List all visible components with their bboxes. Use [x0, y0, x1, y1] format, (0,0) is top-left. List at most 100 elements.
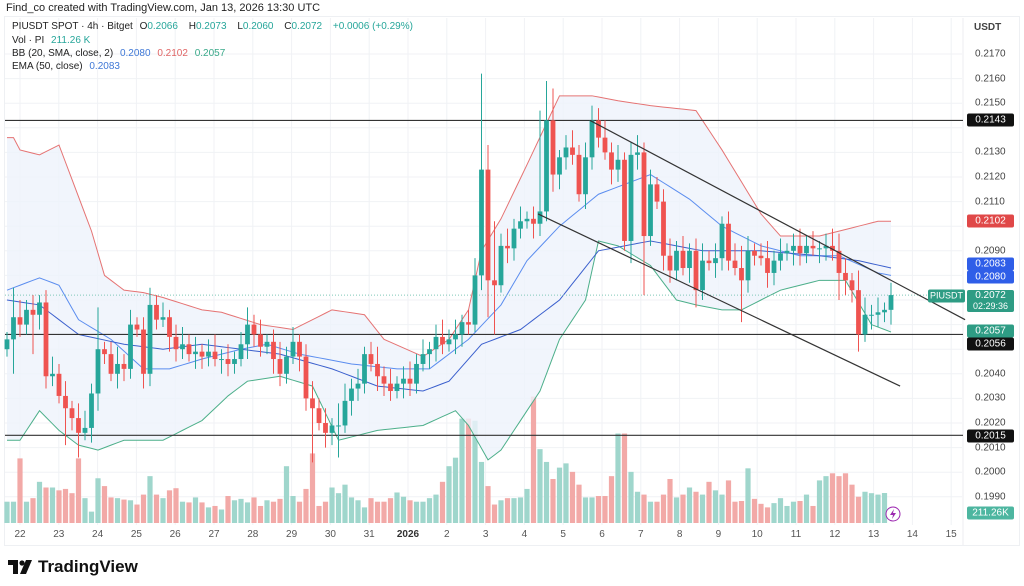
- volume-bar: [738, 500, 745, 523]
- volume-bar: [829, 473, 836, 523]
- time-tick: 11: [790, 529, 802, 540]
- volume-bar: [439, 481, 446, 523]
- price-tick: 0.2120: [975, 171, 1006, 183]
- candle-body: [693, 250, 699, 291]
- candle-body: [518, 221, 523, 229]
- last-price-tag: 0.2072 02:29:36: [967, 290, 1014, 312]
- volume-bar: [582, 497, 589, 523]
- candle-body: [30, 309, 36, 315]
- legend-volume[interactable]: Vol · PI 211.26 K: [12, 35, 94, 46]
- bb-lower-line: [7, 240, 892, 461]
- volume-bar: [101, 486, 108, 523]
- volume-bar: [823, 476, 829, 523]
- time-tick: 30: [324, 529, 336, 540]
- candle-body: [888, 295, 894, 310]
- candle-body: [797, 245, 803, 254]
- time-tick: 14: [906, 529, 918, 540]
- candle-body: [882, 309, 887, 313]
- volume-bar: [693, 491, 699, 523]
- time-tick: 4: [521, 529, 528, 540]
- volume-bar: [862, 491, 868, 523]
- volume-bar: [849, 484, 855, 523]
- legend-ohlc: PIUSDT SPOT · 4h · Bitget O0.2066 H0.207…: [12, 21, 417, 32]
- symbol-title[interactable]: PIUSDT SPOT · 4h · Bitget: [12, 21, 133, 32]
- ema50-line: [6, 240, 892, 392]
- legend-bb[interactable]: BB (20, SMA, close, 2) 0.2080 0.2102 0.2…: [12, 48, 229, 59]
- volume-bar: [95, 478, 101, 523]
- volume-bar: [550, 478, 556, 523]
- candle-body: [277, 359, 283, 374]
- volume-bar: [147, 476, 153, 523]
- bb-basis-value: 0.2080: [119, 48, 151, 59]
- candle-body: [615, 159, 621, 170]
- volume-bar: [49, 487, 56, 523]
- volume-bar: [199, 502, 205, 523]
- volume-bars: [4, 396, 888, 523]
- candle-body: [823, 245, 829, 249]
- volume-bar: [270, 501, 277, 523]
- symbol-tag: PIUSDT: [928, 289, 965, 303]
- volume-bar: [244, 502, 251, 523]
- low-label: L: [237, 21, 243, 32]
- volume-bar: [868, 493, 875, 523]
- candle-body: [258, 334, 263, 347]
- candle-body: [641, 152, 647, 237]
- candle-body: [550, 120, 556, 175]
- volume-bar: [621, 433, 628, 523]
- candle-body: [817, 248, 822, 250]
- volume-bar: [576, 484, 582, 523]
- candle-body: [440, 336, 445, 345]
- tradingview-logo[interactable]: TradingView: [8, 557, 138, 577]
- volume-bar: [231, 500, 238, 523]
- candle-body: [69, 408, 75, 419]
- candle-body: [121, 363, 127, 369]
- candle-body: [453, 334, 458, 340]
- candle-body: [700, 260, 705, 291]
- candle-body: [531, 218, 536, 224]
- candle-body: [37, 302, 42, 315]
- channel-lower-line: [537, 213, 901, 387]
- currency-label[interactable]: USDT: [974, 22, 1002, 33]
- legend-ema[interactable]: EMA (50, close) 0.2083: [12, 61, 124, 72]
- volume-bar: [537, 449, 543, 523]
- volume-bar: [62, 488, 69, 523]
- volume-bar: [387, 498, 394, 523]
- candle-body: [648, 184, 653, 237]
- candle-body: [524, 218, 530, 222]
- volume-bar: [381, 501, 387, 523]
- candle-body: [739, 268, 744, 281]
- channel-upper-line: [589, 119, 966, 321]
- chart-credit: Find_co created with TradingView.com, Ja…: [6, 2, 321, 14]
- volume-bar: [303, 488, 309, 523]
- candle-body: [355, 383, 361, 389]
- candles: [4, 73, 894, 463]
- candle-body: [264, 341, 270, 347]
- volume-bar: [842, 473, 849, 523]
- candle-body: [251, 324, 257, 335]
- candle-body: [856, 290, 861, 335]
- price-tick: 0.2150: [975, 97, 1006, 109]
- last-price: 0.2072: [975, 290, 1006, 301]
- price-tick: 0.2130: [975, 146, 1006, 158]
- volume-bar: [465, 418, 472, 523]
- candle-body: [11, 317, 16, 340]
- candle-body: [661, 201, 666, 256]
- volume-bar: [732, 501, 738, 523]
- candle-body: [24, 309, 29, 325]
- volume-bar: [329, 487, 335, 523]
- time-tick: 5: [560, 529, 566, 540]
- bb-basis-tag: 0.2080: [967, 270, 1014, 284]
- volume-bar: [290, 496, 296, 523]
- volume-bar: [361, 507, 368, 523]
- candle-body: [784, 250, 790, 254]
- volume-bar: [446, 466, 452, 523]
- volume-bar: [10, 501, 17, 523]
- candle-body: [238, 344, 244, 360]
- trend-lines: [537, 119, 966, 387]
- time-tick: 3: [482, 529, 489, 540]
- price-tick: 0.2040: [975, 368, 1006, 380]
- volume-bar: [764, 507, 771, 523]
- close-label: C: [284, 21, 292, 32]
- candle-body: [420, 354, 426, 364]
